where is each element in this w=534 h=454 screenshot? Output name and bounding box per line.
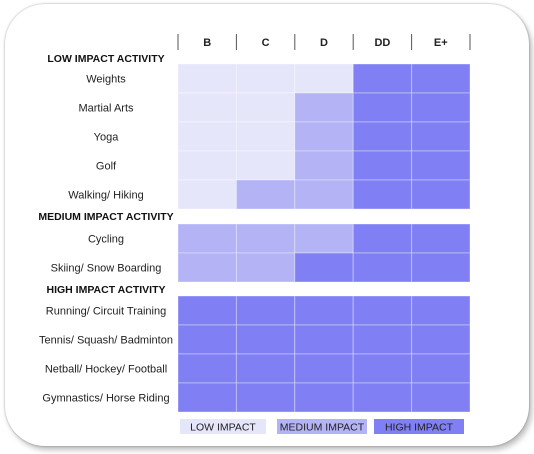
heatmap-cell	[294, 295, 354, 326]
heatmap-cell	[177, 223, 237, 254]
heatmap-cell	[411, 252, 471, 283]
heatmap-cell	[235, 295, 296, 326]
section-title: MEDIUM IMPACT ACTIVITY	[38, 211, 173, 223]
legend-label: HIGH IMPACT	[385, 422, 454, 434]
heatmap-cell	[352, 121, 413, 152]
heatmap-cell	[177, 252, 237, 283]
heatmap-cell	[294, 179, 354, 210]
heatmap-cell	[235, 382, 296, 413]
heatmap-cell	[411, 150, 471, 181]
row-label: Running/ Circuit Training	[46, 306, 166, 318]
heatmap-cell	[411, 63, 471, 94]
heatmap-cell	[294, 252, 354, 283]
heatmap-cell	[235, 92, 296, 123]
heatmap-cell	[411, 179, 471, 210]
heatmap-cell	[411, 121, 471, 152]
heatmap-cell	[294, 382, 354, 413]
column-header: DD	[374, 37, 390, 49]
row-label: Golf	[96, 161, 117, 173]
section-title: LOW IMPACT ACTIVITY	[47, 53, 164, 65]
column-header: E+	[434, 37, 448, 49]
column-header: C	[262, 37, 270, 49]
heatmap-cell	[411, 353, 471, 384]
heatmap-cell	[411, 223, 471, 254]
heatmap-cell	[177, 92, 237, 123]
heatmap-cell	[294, 353, 354, 384]
heatmap-cell	[352, 92, 413, 123]
row-label: Martial Arts	[78, 103, 134, 115]
heatmap-cell	[294, 150, 354, 181]
row-label: Gymnastics/ Horse Riding	[42, 393, 169, 405]
heatmap-cell	[352, 223, 413, 254]
heatmap-cell	[235, 121, 296, 152]
heatmap-cell	[352, 353, 413, 384]
heatmap-cell	[352, 63, 413, 94]
heatmap-cell	[352, 295, 413, 326]
heatmap-cell	[294, 324, 354, 355]
row-label: Weights	[86, 74, 126, 86]
heatmap-cell	[411, 324, 471, 355]
heatmap-cell	[177, 382, 237, 413]
column-header: B	[203, 37, 211, 49]
heatmap-cell	[177, 353, 237, 384]
heatmap-cell	[352, 150, 413, 181]
row-label: Cycling	[88, 234, 124, 246]
heatmap-cell	[177, 324, 237, 355]
column-header: D	[320, 37, 328, 49]
heatmap-cell	[294, 63, 354, 94]
heatmap-cell	[235, 353, 296, 384]
row-label: Netball/ Hockey/ Football	[45, 364, 167, 376]
heatmap-cell	[352, 252, 413, 283]
heatmap-cell	[235, 324, 296, 355]
heatmap-cell	[177, 121, 237, 152]
heatmap-cell	[177, 150, 237, 181]
heatmap-cell	[235, 63, 296, 94]
heatmap-cell	[177, 295, 237, 326]
legend-swatch	[374, 419, 464, 434]
heatmap-cell	[352, 179, 413, 210]
heatmap-cell	[235, 223, 296, 254]
heatmap-cell	[177, 179, 237, 210]
heatmap-cell	[411, 382, 471, 413]
heatmap-cell	[352, 382, 413, 413]
heatmap-cell	[411, 92, 471, 123]
heatmap-cell	[352, 324, 413, 355]
row-label: Skiing/ Snow Boarding	[51, 263, 162, 275]
legend-swatch	[277, 419, 367, 434]
row-label: Tennis/ Squash/ Badminton	[39, 335, 173, 347]
heatmap-cell	[294, 121, 354, 152]
heatmap-cell	[177, 63, 237, 94]
legend-label: LOW IMPACT	[190, 422, 256, 434]
legend-swatch	[180, 419, 266, 434]
heatmap-cell	[235, 150, 296, 181]
heatmap-cell	[294, 223, 354, 254]
row-label: Walking/ Hiking	[68, 190, 143, 202]
legend-label: MEDIUM IMPACT	[280, 422, 365, 434]
heatmap-cell	[294, 92, 354, 123]
heatmap-cell	[235, 252, 296, 283]
heatmap-cell	[411, 295, 471, 326]
heatmap-cell	[235, 179, 296, 210]
row-label: Yoga	[94, 132, 120, 144]
section-title: HIGH IMPACT ACTIVITY	[47, 284, 166, 296]
